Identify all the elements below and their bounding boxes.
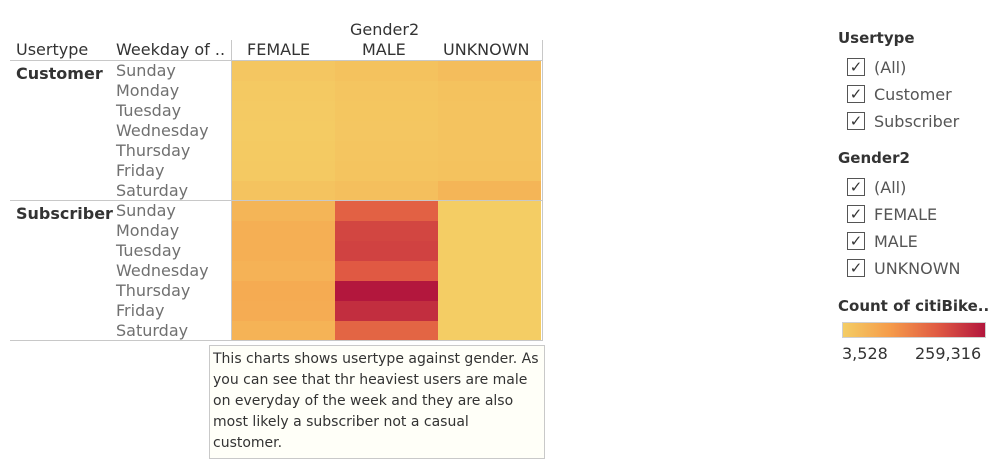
filter-title-usertype: Usertype bbox=[838, 29, 915, 47]
filter-option-gender-all[interactable]: ✓ (All) bbox=[847, 176, 906, 198]
filter-option-unknown[interactable]: ✓ UNKNOWN bbox=[847, 257, 961, 279]
heatmap-cell[interactable] bbox=[335, 241, 438, 261]
checkbox-checked-icon[interactable]: ✓ bbox=[847, 58, 865, 76]
filter-option-label: Customer bbox=[874, 84, 952, 104]
color-legend-title: Count of citiBike.. bbox=[838, 297, 990, 315]
filter-option-male[interactable]: ✓ MALE bbox=[847, 230, 918, 252]
checkbox-checked-icon[interactable]: ✓ bbox=[847, 112, 865, 130]
checkbox-checked-icon[interactable]: ✓ bbox=[847, 205, 865, 223]
heatmap-cell[interactable] bbox=[438, 221, 541, 241]
day-label: Wednesday bbox=[116, 121, 209, 140]
filter-option-label: FEMALE bbox=[874, 204, 938, 224]
filter-option-label: (All) bbox=[874, 177, 907, 197]
day-label: Sunday bbox=[116, 61, 176, 80]
column-divider bbox=[542, 40, 543, 340]
heatmap-cell[interactable] bbox=[335, 161, 438, 181]
column-header-unknown[interactable]: UNKNOWN bbox=[443, 40, 530, 59]
filter-option-usertype-all[interactable]: ✓ (All) bbox=[847, 56, 906, 78]
filter-title-gender: Gender2 bbox=[838, 149, 910, 167]
day-label: Monday bbox=[116, 81, 180, 100]
heatmap-cell[interactable] bbox=[335, 261, 438, 281]
heatmap-cell[interactable] bbox=[232, 321, 335, 341]
heatmap-cell[interactable] bbox=[438, 241, 541, 261]
day-label: Wednesday bbox=[116, 261, 209, 280]
row-header-weekday[interactable]: Weekday of .. bbox=[116, 40, 226, 59]
heatmap-cell[interactable] bbox=[232, 221, 335, 241]
heatmap-cell[interactable] bbox=[335, 181, 438, 201]
heatmap-cell[interactable] bbox=[232, 121, 335, 141]
day-label: Tuesday bbox=[116, 241, 182, 260]
day-label: Saturday bbox=[116, 321, 189, 340]
row-group-subscriber: Subscriber bbox=[16, 204, 113, 223]
checkbox-checked-icon[interactable]: ✓ bbox=[847, 232, 865, 250]
heatmap-cell[interactable] bbox=[335, 81, 438, 101]
heatmap-cell[interactable] bbox=[232, 241, 335, 261]
day-label: Monday bbox=[116, 221, 180, 240]
group-divider bbox=[10, 200, 543, 201]
heatmap-cell[interactable] bbox=[335, 101, 438, 121]
filter-option-customer[interactable]: ✓ Customer bbox=[847, 83, 952, 105]
day-label: Saturday bbox=[116, 181, 189, 200]
day-label: Friday bbox=[116, 301, 165, 320]
heatmap-cell[interactable] bbox=[438, 301, 541, 321]
heatmap-cell[interactable] bbox=[232, 141, 335, 161]
day-label: Thursday bbox=[116, 281, 191, 300]
day-label: Tuesday bbox=[116, 101, 182, 120]
heatmap-cell[interactable] bbox=[438, 141, 541, 161]
row-header-usertype[interactable]: Usertype bbox=[16, 40, 89, 59]
column-group-title: Gender2 bbox=[350, 20, 420, 39]
checkbox-checked-icon[interactable]: ✓ bbox=[847, 85, 865, 103]
color-legend-max: 259,316 bbox=[915, 344, 982, 363]
checkbox-checked-icon[interactable]: ✓ bbox=[847, 259, 865, 277]
heatmap-cell[interactable] bbox=[335, 301, 438, 321]
heatmap-cell[interactable] bbox=[232, 61, 335, 81]
color-legend-min: 3,528 bbox=[842, 344, 888, 363]
column-header-female[interactable]: FEMALE bbox=[247, 40, 311, 59]
heatmap-cell[interactable] bbox=[438, 61, 541, 81]
header-divider bbox=[10, 60, 543, 61]
checkbox-checked-icon[interactable]: ✓ bbox=[847, 178, 865, 196]
day-label: Thursday bbox=[116, 141, 191, 160]
heatmap-cell[interactable] bbox=[438, 281, 541, 301]
annotation-box: This charts shows usertype against gende… bbox=[209, 345, 545, 459]
heatmap-cell[interactable] bbox=[438, 201, 541, 221]
filter-option-label: MALE bbox=[874, 231, 918, 251]
heatmap-cell[interactable] bbox=[438, 181, 541, 201]
heatmap-cell[interactable] bbox=[335, 221, 438, 241]
day-label: Friday bbox=[116, 161, 165, 180]
column-divider bbox=[231, 40, 232, 340]
heatmap-cell[interactable] bbox=[438, 261, 541, 281]
filter-option-subscriber[interactable]: ✓ Subscriber bbox=[847, 110, 959, 132]
filter-option-label: Subscriber bbox=[874, 111, 960, 131]
heatmap-cell[interactable] bbox=[438, 321, 541, 341]
heatmap-cell[interactable] bbox=[232, 101, 335, 121]
filter-option-label: (All) bbox=[874, 57, 907, 77]
heatmap-cell[interactable] bbox=[438, 121, 541, 141]
column-header-male[interactable]: MALE bbox=[362, 40, 406, 59]
heatmap-cell[interactable] bbox=[232, 81, 335, 101]
heatmap-cell[interactable] bbox=[335, 201, 438, 221]
heatmap-cell[interactable] bbox=[335, 61, 438, 81]
heatmap-cell[interactable] bbox=[232, 281, 335, 301]
heatmap-cell[interactable] bbox=[335, 321, 438, 341]
filter-option-female[interactable]: ✓ FEMALE bbox=[847, 203, 937, 225]
heatmap-cell[interactable] bbox=[438, 101, 541, 121]
heatmap-cell[interactable] bbox=[335, 281, 438, 301]
day-label: Sunday bbox=[116, 201, 176, 220]
heatmap-cell[interactable] bbox=[438, 81, 541, 101]
heatmap-cell[interactable] bbox=[232, 261, 335, 281]
color-legend-gradient bbox=[842, 322, 986, 338]
heatmap-cell[interactable] bbox=[232, 181, 335, 201]
heatmap-cell[interactable] bbox=[232, 301, 335, 321]
filter-option-label: UNKNOWN bbox=[874, 258, 961, 278]
heatmap-cell[interactable] bbox=[232, 161, 335, 181]
heatmap-cell[interactable] bbox=[438, 161, 541, 181]
bottom-rule bbox=[10, 340, 543, 341]
heatmap-cell[interactable] bbox=[335, 141, 438, 161]
heatmap-cell[interactable] bbox=[232, 201, 335, 221]
row-group-customer: Customer bbox=[16, 64, 103, 83]
heatmap-cell[interactable] bbox=[335, 121, 438, 141]
